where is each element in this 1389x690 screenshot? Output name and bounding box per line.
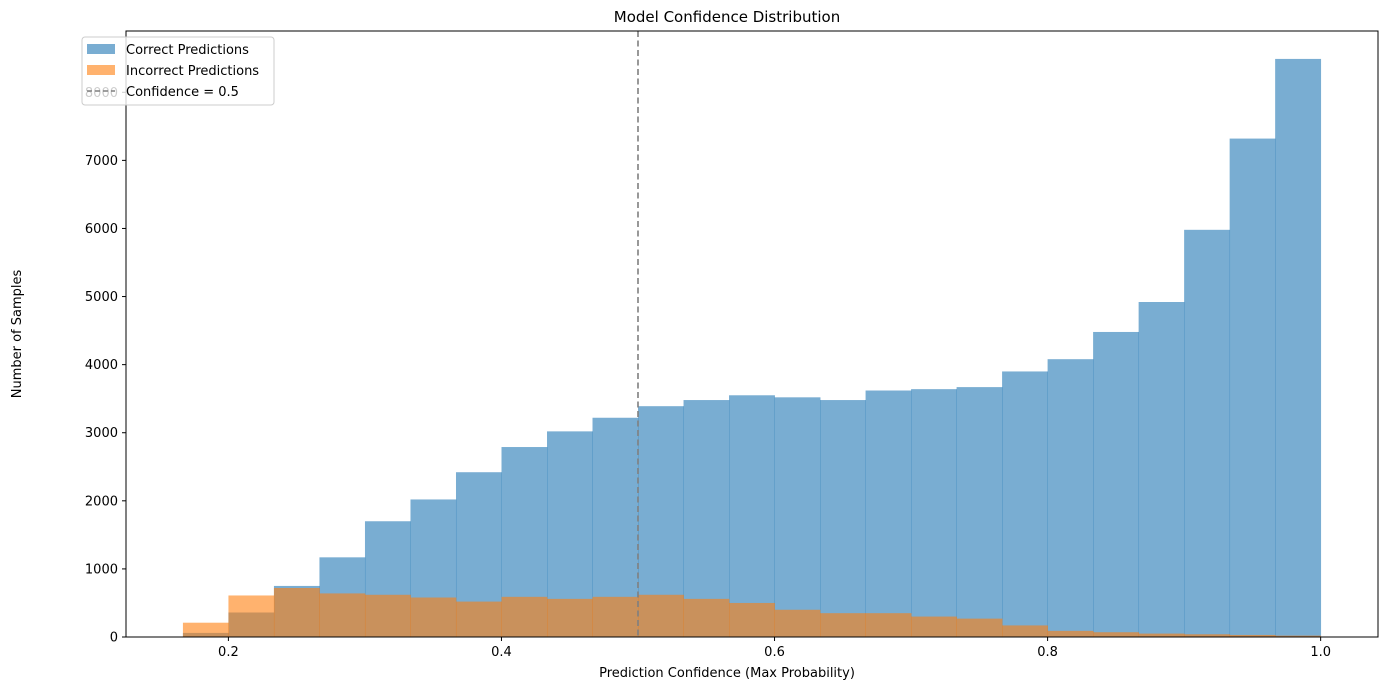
- bar-incorrect-15: [865, 613, 912, 637]
- y-tick-label: 0: [110, 631, 118, 646]
- bar-incorrect-24: [1275, 635, 1322, 637]
- x-tick-label: 1.0: [1310, 645, 1331, 660]
- series-0: [182, 58, 1322, 638]
- bar-correct-20: [1093, 331, 1140, 637]
- bar-correct-21: [1138, 302, 1185, 637]
- bar-correct-16: [911, 389, 957, 637]
- legend-swatch-correct: [87, 44, 115, 54]
- bar-incorrect-23: [1229, 634, 1276, 637]
- legend-box: [81, 36, 275, 106]
- bar-incorrect-7: [501, 596, 548, 637]
- x-axis: 0.2 0.4 0.6 0.8 1.0: [218, 637, 1331, 660]
- bar-incorrect-9: [592, 596, 639, 637]
- bar-incorrect-3: [319, 593, 366, 637]
- series-1: [182, 587, 1322, 637]
- x-axis-title: Prediction Confidence (Max Probability): [599, 666, 855, 681]
- bar-correct-17: [956, 387, 1003, 637]
- bar-incorrect-0: [182, 622, 229, 637]
- y-tick-label: 2000: [85, 494, 118, 509]
- bar-incorrect-19: [1047, 630, 1094, 637]
- y-tick-label: 5000: [85, 290, 118, 305]
- bar-correct-18: [1002, 371, 1048, 637]
- bar-incorrect-13: [774, 609, 821, 637]
- bar-incorrect-22: [1184, 634, 1231, 637]
- bar-correct-22: [1184, 229, 1231, 637]
- legend-label-incorrect: Incorrect Predictions: [126, 64, 259, 79]
- bar-correct-19: [1047, 359, 1094, 637]
- bar-incorrect-20: [1093, 632, 1140, 637]
- x-tick-label: 0.6: [764, 645, 785, 660]
- bar-correct-11: [683, 400, 730, 637]
- bar-incorrect-8: [547, 598, 593, 637]
- bar-incorrect-6: [455, 601, 502, 637]
- y-axis-title: Number of Samples: [10, 270, 25, 399]
- bar-incorrect-1: [228, 595, 275, 637]
- chart-title: Model Confidence Distribution: [614, 8, 840, 26]
- bar-incorrect-5: [410, 597, 457, 637]
- bar-incorrect-4: [364, 594, 411, 637]
- bar-incorrect-14: [820, 613, 866, 637]
- legend-swatch-incorrect: [87, 65, 115, 75]
- bar-correct-15: [865, 390, 912, 637]
- y-axis: 010002000300040005000600070008000: [85, 86, 126, 646]
- y-tick-label: 1000: [85, 562, 118, 577]
- bar-correct-24: [1275, 58, 1322, 638]
- bar-incorrect-2: [273, 587, 320, 637]
- bar-correct-13: [774, 397, 821, 637]
- legend: Correct Predictions Incorrect Prediction…: [81, 36, 275, 106]
- plot-frame: [125, 30, 1379, 638]
- y-tick-label: 6000: [85, 222, 118, 237]
- y-tick-label: 7000: [85, 154, 118, 169]
- x-tick-label: 0.4: [491, 645, 512, 660]
- bar-correct-23: [1229, 138, 1276, 637]
- bar-incorrect-21: [1138, 633, 1185, 637]
- bars-layer: [182, 58, 1322, 638]
- bar-incorrect-17: [956, 618, 1003, 637]
- bar-incorrect-12: [729, 602, 775, 637]
- y-tick-label: 3000: [85, 426, 118, 441]
- legend-label-correct: Correct Predictions: [126, 43, 249, 58]
- bar-correct-12: [729, 395, 775, 637]
- x-tick-label: 0.2: [218, 645, 239, 660]
- bar-correct-14: [820, 400, 866, 637]
- bar-incorrect-10: [638, 594, 684, 637]
- legend-label-reference: Confidence = 0.5: [126, 85, 239, 100]
- y-tick-label: 4000: [85, 358, 118, 373]
- bar-incorrect-11: [683, 598, 730, 637]
- bar-incorrect-16: [911, 616, 957, 637]
- bar-incorrect-18: [1002, 625, 1048, 637]
- x-tick-label: 0.8: [1037, 645, 1058, 660]
